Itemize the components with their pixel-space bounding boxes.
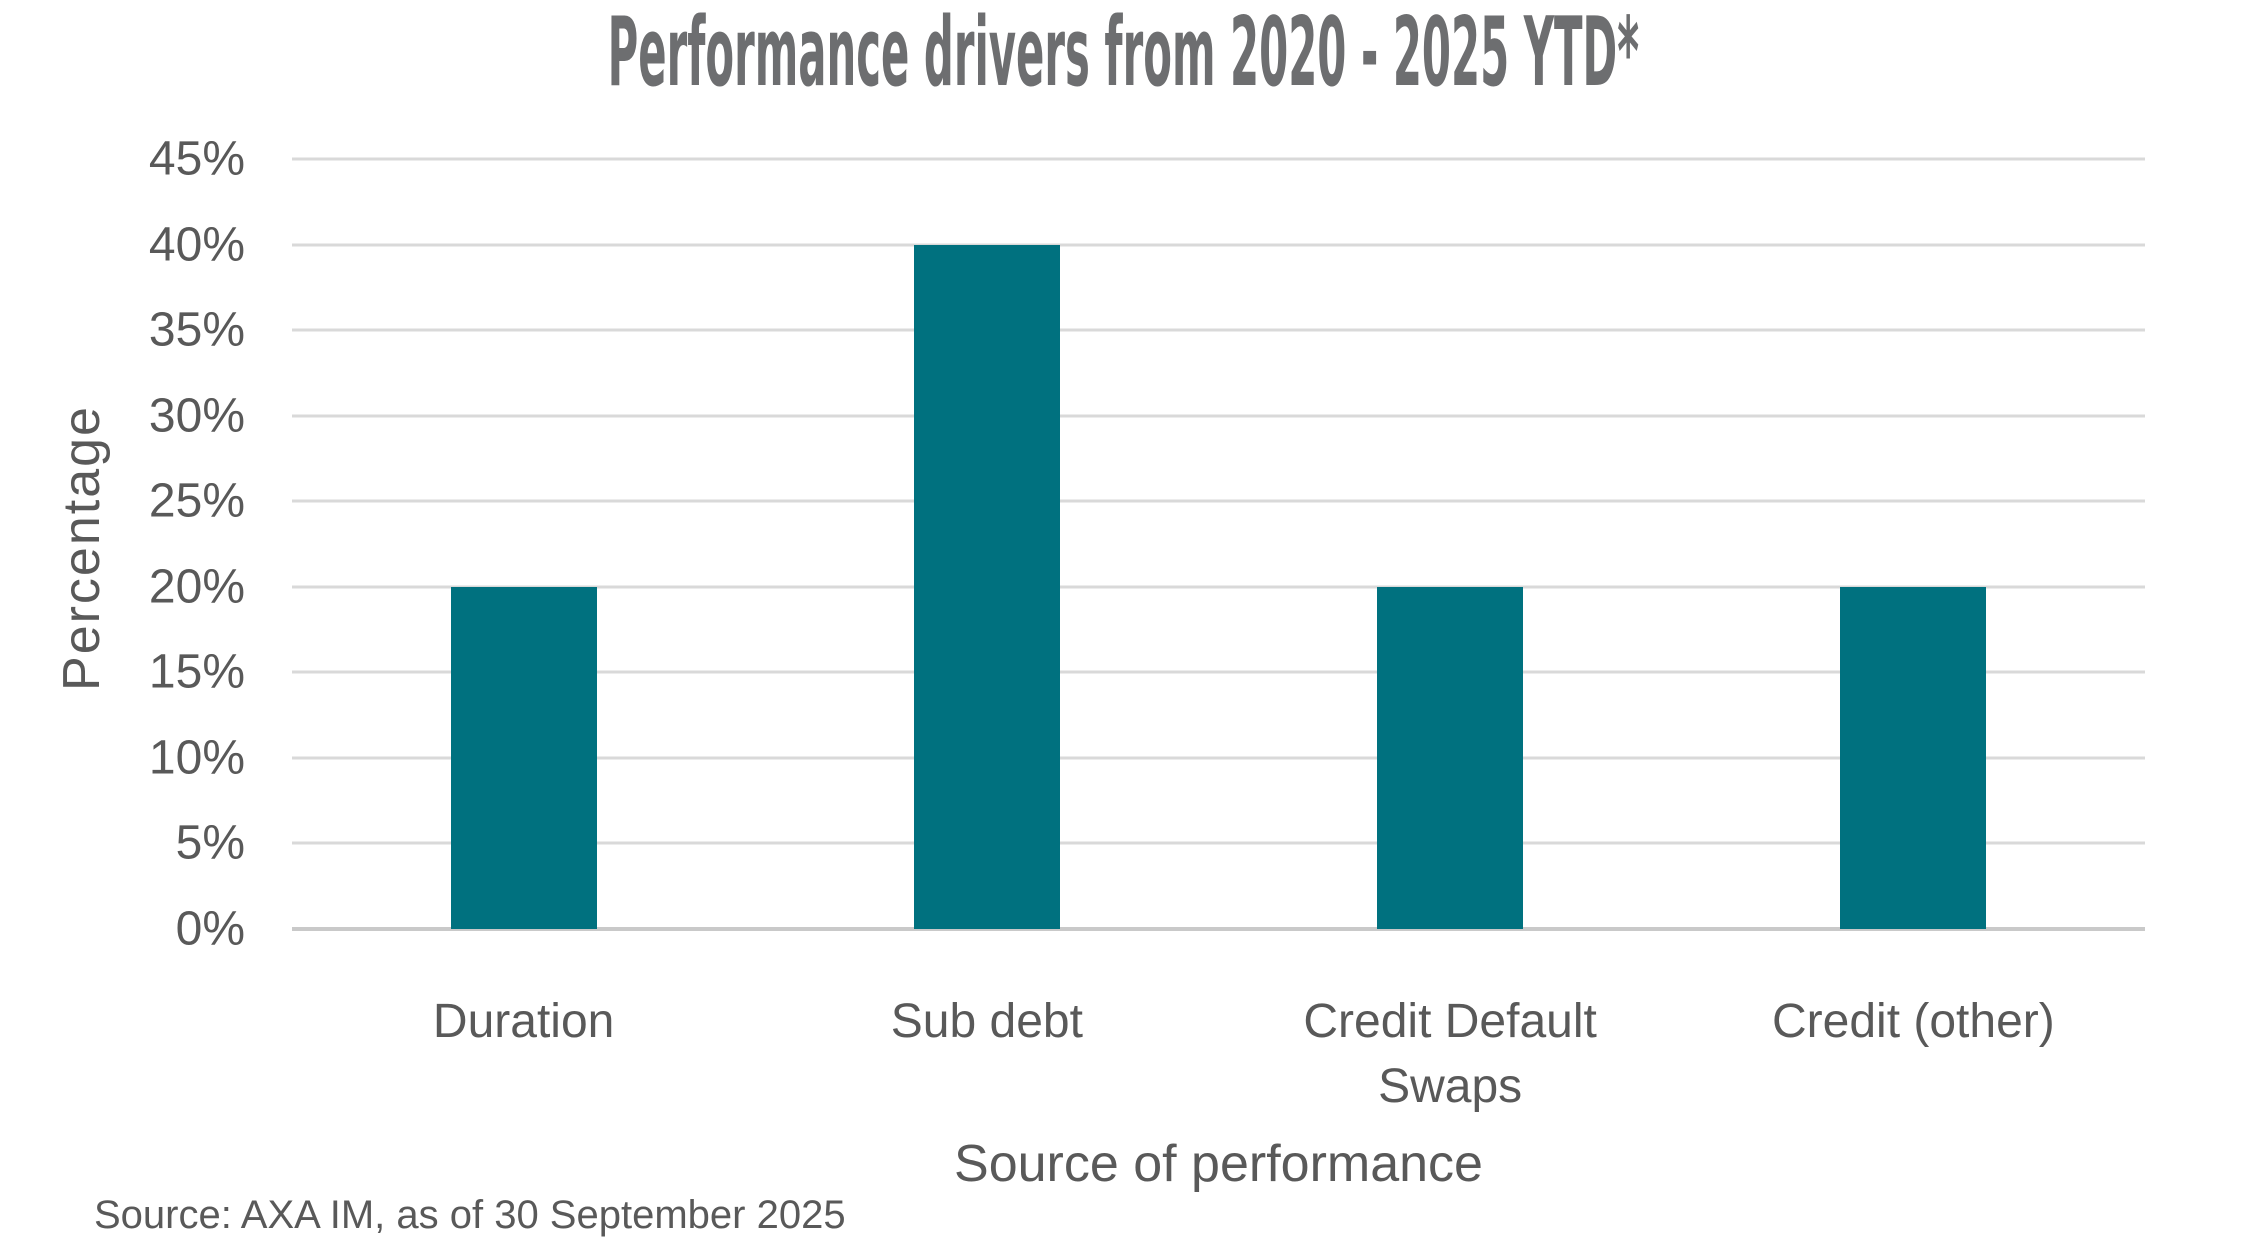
- gridline: [292, 499, 2145, 503]
- x-axis-title: Source of performance: [954, 1135, 1483, 1193]
- gridline: [292, 328, 2145, 332]
- gridline: [292, 927, 2145, 931]
- gridline: [292, 670, 2145, 674]
- y-tick-label: 45%: [148, 132, 245, 186]
- bar-duration: [450, 586, 597, 929]
- gridline: [292, 756, 2145, 760]
- y-axis-tick-labels: 0% 5% 10% 15% 20% 25% 30% 35% 40% 45%: [100, 133, 245, 956]
- y-tick-label: 30%: [148, 389, 245, 443]
- bar-credit-default-swaps: [1377, 586, 1524, 929]
- bar-sub-debt: [913, 244, 1060, 929]
- y-tick-label: 40%: [148, 218, 245, 272]
- gridline: [292, 243, 2145, 247]
- gridline: [292, 157, 2145, 161]
- plot-area: [292, 157, 2145, 931]
- source-note: Source: AXA IM, as of 30 September 2025: [94, 1193, 846, 1237]
- gridline: [292, 585, 2145, 589]
- y-tick-label: 15%: [148, 645, 245, 699]
- x-axis-category-labels: Duration Sub debt Credit Default Swaps Cred…: [292, 990, 2145, 1150]
- chart-title: Performance drivers from 2020 - 2025 YTD…: [607, 0, 1640, 108]
- x-category-label-duration: Duration: [432, 995, 615, 1048]
- y-tick-label: 20%: [148, 560, 245, 614]
- y-tick-label: 10%: [148, 731, 245, 785]
- y-tick-label: 35%: [148, 303, 245, 357]
- x-category-label-sub-debt: Sub debt: [890, 995, 1083, 1048]
- y-tick-label: 5%: [175, 816, 245, 870]
- gridline: [292, 414, 2145, 418]
- y-tick-label: 0%: [175, 902, 245, 956]
- gridline: [292, 841, 2145, 845]
- bar-credit-other: [1840, 586, 1987, 929]
- x-category-label-credit-default-swaps: Credit Default Swaps: [1303, 995, 1597, 1113]
- y-tick-label: 25%: [148, 474, 245, 528]
- x-category-label-credit-other: Credit (other): [1772, 995, 2055, 1048]
